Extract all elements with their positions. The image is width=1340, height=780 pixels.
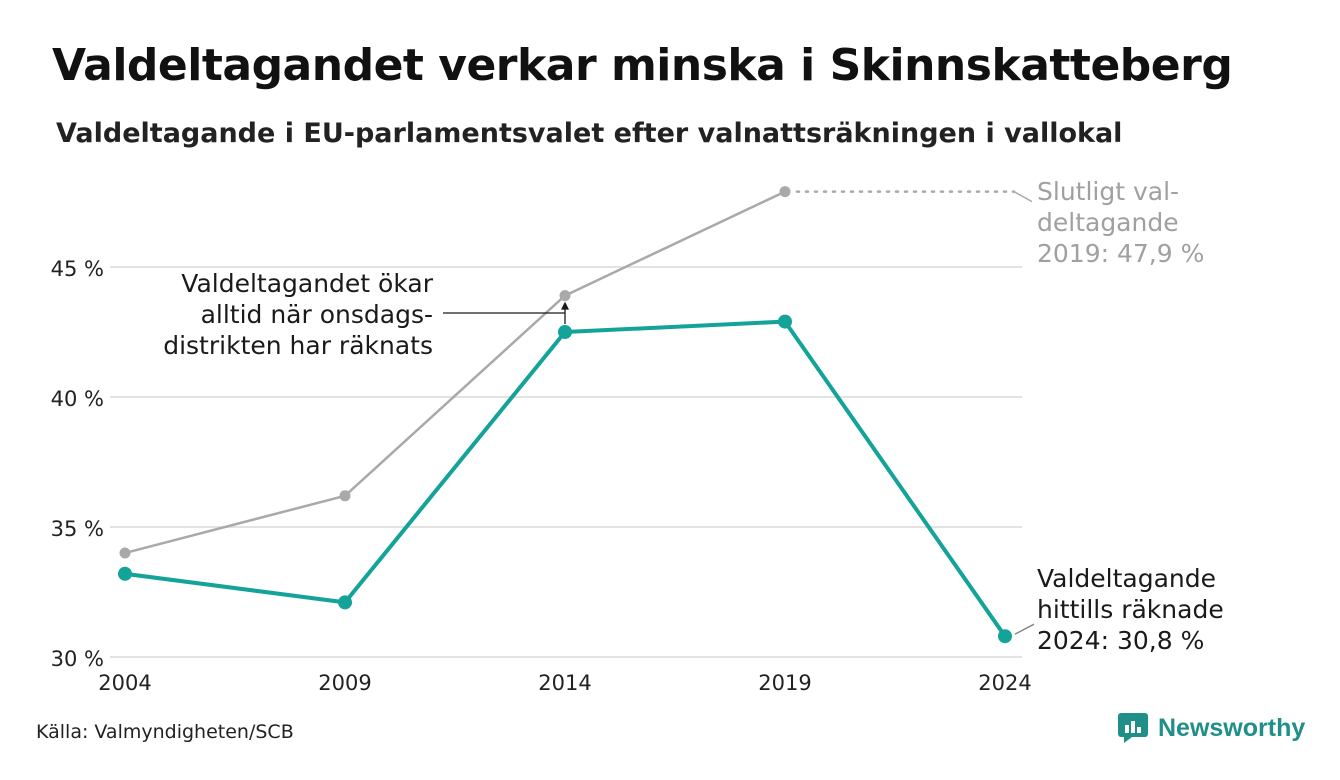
data-point-final — [779, 186, 791, 198]
data-point-counted — [338, 595, 352, 610]
series-group — [118, 186, 1012, 644]
x-tick-label: 2009 — [318, 671, 371, 695]
series-line-counted — [124, 319, 1007, 638]
data-point-counted — [778, 314, 792, 329]
data-point-counted — [558, 325, 572, 339]
x-tick-label: 2019 — [758, 671, 811, 695]
newsworthy-logo[interactable]: Newsworthy — [1118, 713, 1305, 743]
final-2019-leader-tick — [1013, 190, 1033, 203]
series-line-final — [124, 190, 786, 555]
annotation-final-2019: Slutligt val-deltagande 2019: 47,9 % — [1037, 177, 1204, 268]
annotation-counted-2024-line: 2024: 30,8 % — [1037, 626, 1204, 655]
x-tick-label: 2004 — [98, 671, 151, 695]
annotation-final-2019-line: deltagande — [1037, 208, 1179, 237]
chart-title: Valdeltagandet verkar minska i Skinnskat… — [52, 40, 1233, 91]
y-tick-label: 40 % — [51, 387, 104, 411]
data-point-final — [559, 290, 571, 302]
data-point-final — [119, 547, 131, 559]
wednesday-arrow-head — [561, 301, 569, 310]
annotation-wednesday: Valdeltagandet ökar alltid när onsdags-di… — [163, 269, 433, 360]
newsworthy-logo-text: Newsworthy — [1158, 713, 1306, 742]
annotation-wednesday-line: distrikten har räknats — [163, 331, 433, 360]
annotation-counted-2024-line: hittills räknade — [1037, 595, 1224, 624]
x-tick-label: 2014 — [538, 671, 591, 695]
grid-lines — [110, 266, 1022, 658]
y-tick-label: 35 % — [51, 517, 104, 541]
x-tick-label: 2024 — [978, 671, 1031, 695]
annotation-wednesday-line: alltid när onsdags- — [201, 300, 433, 329]
annotation-counted-2024-line: Valdeltagande — [1037, 564, 1216, 593]
annotations: Slutligt val-deltagande 2019: 47,9 % Valde… — [163, 177, 1223, 655]
source-note: Källa: Valmyndigheten/SCB — [36, 721, 294, 743]
data-point-final — [339, 490, 351, 502]
y-tick-label: 30 % — [51, 647, 104, 671]
data-point-counted — [118, 566, 132, 581]
annotation-wednesday-line: Valdeltagandet ökar — [181, 269, 433, 298]
annotation-final-2019-line: Slutligt val- — [1037, 177, 1179, 206]
newsworthy-logo-icon — [1118, 713, 1148, 743]
x-axis: 2004 2009 2014 2019 2024 — [98, 671, 1031, 695]
y-axis: 30 % 35 % 40 % 45 % — [51, 257, 104, 671]
annotation-final-2019-line: 2019: 47,9 % — [1037, 239, 1204, 268]
data-point-counted — [998, 629, 1012, 644]
chart-subtitle: Valdeltagande i EU-parlamentsvalet efter… — [56, 118, 1123, 149]
y-tick-label: 45 % — [51, 257, 104, 281]
line-chart: 30 % 35 % 40 % 45 % 2004 2009 2014 2019 2024 Sl… — [51, 177, 1224, 695]
annotation-counted-2024: Valdeltagande hittills räknade 2024: 30,8 … — [1037, 564, 1224, 655]
counted-2024-leader — [1014, 623, 1035, 635]
